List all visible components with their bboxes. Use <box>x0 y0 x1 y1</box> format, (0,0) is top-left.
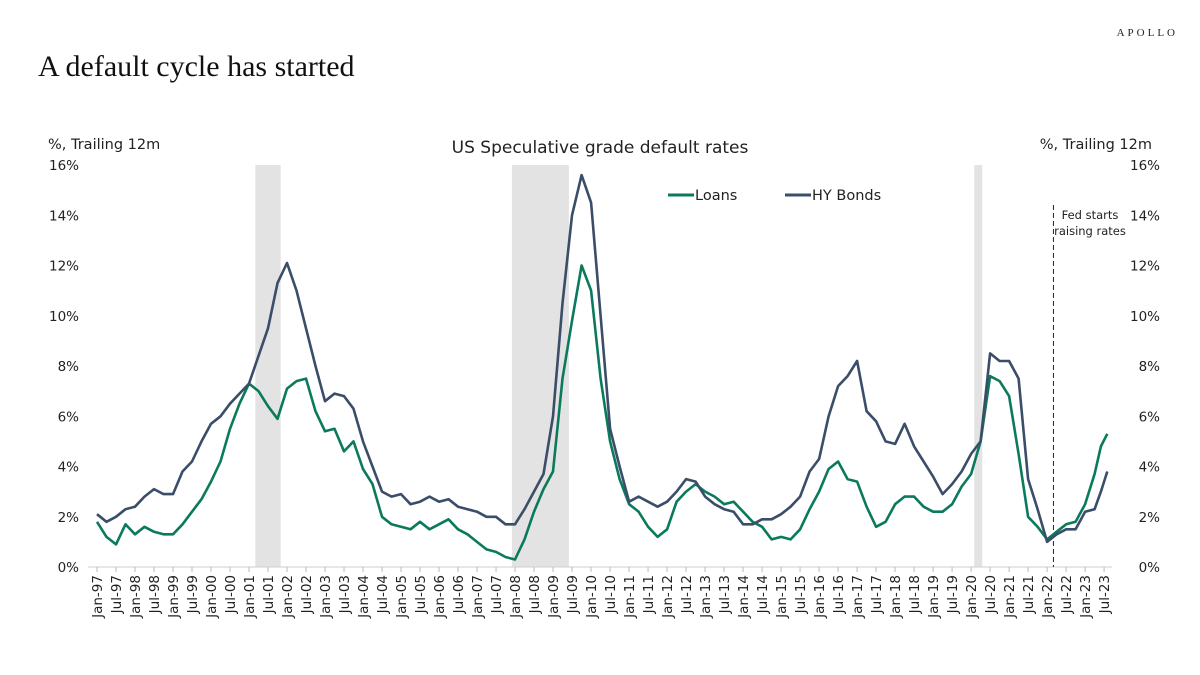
x-tick-label: Jul-18 <box>907 575 923 614</box>
y-tick-label-right: 10% <box>1130 309 1160 325</box>
y-tick-label-right: 12% <box>1130 259 1160 275</box>
x-tick-label: Jul-03 <box>337 575 353 614</box>
y-tick-label-left: 12% <box>49 259 79 275</box>
apollo-logo: APOLLO <box>1116 27 1178 39</box>
x-tick-label: Jul-20 <box>983 575 999 614</box>
x-tick-label: Jan-01 <box>242 575 258 619</box>
x-tick-label: Jul-99 <box>185 575 201 614</box>
y-tick-label-right: 16% <box>1130 158 1160 174</box>
fed-annotation-text: Fed starts <box>1062 208 1119 222</box>
x-tick-label: Jan-16 <box>812 575 828 619</box>
y-tick-label-left: 0% <box>58 560 80 576</box>
x-tick-label: Jan-09 <box>546 575 562 619</box>
x-tick-label: Jan-15 <box>774 575 790 619</box>
x-tick-label: Jul-01 <box>261 575 277 614</box>
right-axis-label: %, Trailing 12m <box>1040 137 1152 153</box>
recession-band <box>511 165 569 567</box>
x-tick-label: Jul-14 <box>755 575 771 614</box>
y-tick-label-right: 14% <box>1130 208 1160 224</box>
x-tick-label: Jan-98 <box>128 575 144 619</box>
y-tick-label-left: 14% <box>49 208 79 224</box>
x-tick-label: Jan-99 <box>166 575 182 619</box>
series-line-loans <box>95 264 1109 561</box>
y-tick-label-right: 6% <box>1139 409 1161 425</box>
x-tick-label: Jul-98 <box>147 575 163 614</box>
x-tick-label: Jul-97 <box>109 575 125 614</box>
x-tick-label: Jan-06 <box>432 575 448 619</box>
x-tick-label: Jul-07 <box>489 575 505 614</box>
x-tick-label: Jul-23 <box>1097 575 1113 614</box>
x-tick-label: Jan-07 <box>470 575 486 619</box>
x-tick-label: Jan-12 <box>660 575 676 619</box>
x-tick-label: Jul-22 <box>1059 575 1075 614</box>
x-tick-label: Jan-08 <box>508 575 524 619</box>
x-tick-label: Jan-13 <box>698 575 714 619</box>
x-tick-label: Jul-02 <box>299 575 315 614</box>
x-tick-label: Jan-02 <box>280 575 296 619</box>
legend-label: Loans <box>695 188 737 204</box>
fed-annotation-text: raising rates <box>1054 224 1126 238</box>
x-tick-label: Jul-13 <box>717 575 733 614</box>
x-tick-label: Jul-11 <box>641 575 657 614</box>
y-tick-label-left: 16% <box>49 158 79 174</box>
x-tick-label: Jul-10 <box>603 575 619 614</box>
x-tick-label: Jul-12 <box>679 575 695 614</box>
x-tick-label: Jan-20 <box>964 575 980 619</box>
x-tick-label: Jul-21 <box>1021 575 1037 614</box>
x-tick-label: Jan-19 <box>926 575 942 619</box>
y-tick-label-right: 0% <box>1139 560 1161 576</box>
legend: Loans HY Bonds <box>668 188 881 204</box>
page-title: A default cycle has started <box>38 50 355 83</box>
x-tick-label: Jul-17 <box>869 575 885 614</box>
x-tick-label: Jan-17 <box>850 575 866 619</box>
x-tick-label: Jul-06 <box>451 575 467 614</box>
fed-annotation: Fed starts raising rates <box>1052 205 1126 567</box>
y-axis-ticks: 0% 0% 2% 2% 4% 4% 6% 6% 8% 8% 10% 10% 12% 12% 14% 14% 16… <box>49 158 1160 576</box>
legend-label: HY Bonds <box>812 188 881 204</box>
y-tick-label-left: 10% <box>49 309 79 325</box>
series-lines <box>95 173 1109 561</box>
x-tick-label: Jan-03 <box>318 575 334 619</box>
x-tick-label: Jan-97 <box>90 575 106 619</box>
x-tick-label: Jul-15 <box>793 575 809 614</box>
series-line-hy-bonds <box>96 173 1109 544</box>
y-tick-label-left: 8% <box>58 359 80 375</box>
y-tick-label-right: 2% <box>1139 510 1161 526</box>
y-tick-label-left: 4% <box>58 460 80 476</box>
y-tick-label-right: 8% <box>1139 359 1161 375</box>
x-tick-label: Jul-04 <box>375 575 391 614</box>
x-tick-label: Jul-09 <box>565 575 581 614</box>
left-axis-label: %, Trailing 12m <box>48 137 160 153</box>
x-tick-label: Jan-11 <box>622 575 638 619</box>
x-tick-label: Jul-19 <box>945 575 961 614</box>
y-tick-label-right: 4% <box>1139 460 1161 476</box>
x-tick-label: Jan-18 <box>888 575 904 619</box>
y-tick-label-left: 6% <box>58 409 80 425</box>
x-tick-label: Jan-14 <box>736 575 752 619</box>
chart-title: US Speculative grade default rates <box>452 138 749 158</box>
x-tick-label: Jul-08 <box>527 575 543 614</box>
x-tick-label: Jan-22 <box>1040 575 1056 619</box>
recession-band <box>255 165 281 567</box>
x-tick-label: Jan-21 <box>1002 575 1018 619</box>
recession-band <box>974 165 983 567</box>
x-tick-label: Jul-16 <box>831 575 847 614</box>
x-tick-label: Jan-10 <box>584 575 600 619</box>
x-tick-label: Jan-04 <box>356 575 372 619</box>
x-tick-label: Jan-00 <box>204 575 220 619</box>
y-tick-label-left: 2% <box>58 510 80 526</box>
x-tick-label: Jan-23 <box>1078 575 1094 619</box>
x-tick-label: Jan-05 <box>394 575 410 619</box>
x-axis: Jan-97 Jul-97 Jan-98 Jul-98 Jan-99 Jul-99 Jan-… <box>88 566 1113 619</box>
x-tick-label: Jul-00 <box>223 575 239 614</box>
recession-bands <box>255 165 983 567</box>
x-tick-label: Jul-05 <box>413 575 429 614</box>
